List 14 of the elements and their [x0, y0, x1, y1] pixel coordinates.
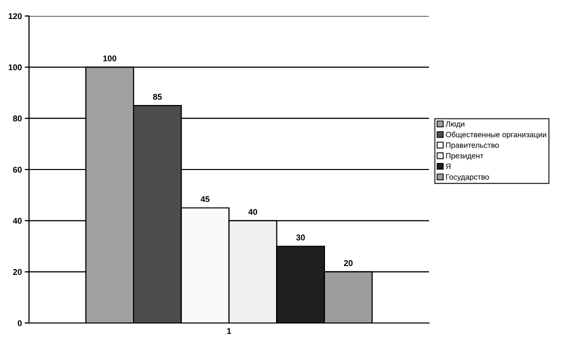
- y-tick-label: 100: [8, 64, 22, 70]
- y-tick-label: 80: [13, 116, 22, 122]
- data-label: 100: [103, 55, 116, 62]
- y-tick-label: 60: [13, 166, 22, 173]
- y-tick-label: 0: [18, 320, 22, 326]
- data-label: 40: [248, 208, 258, 215]
- data-label: 85: [153, 94, 162, 100]
- data-label: 30: [296, 234, 305, 240]
- x-tick-label: 1: [227, 328, 232, 334]
- data-label: 20: [344, 260, 353, 266]
- data-label: 45: [200, 196, 210, 202]
- y-tick-label: 40: [12, 218, 22, 224]
- y-tick-label: 120: [8, 13, 22, 20]
- y-tick-label: 20: [13, 269, 22, 275]
